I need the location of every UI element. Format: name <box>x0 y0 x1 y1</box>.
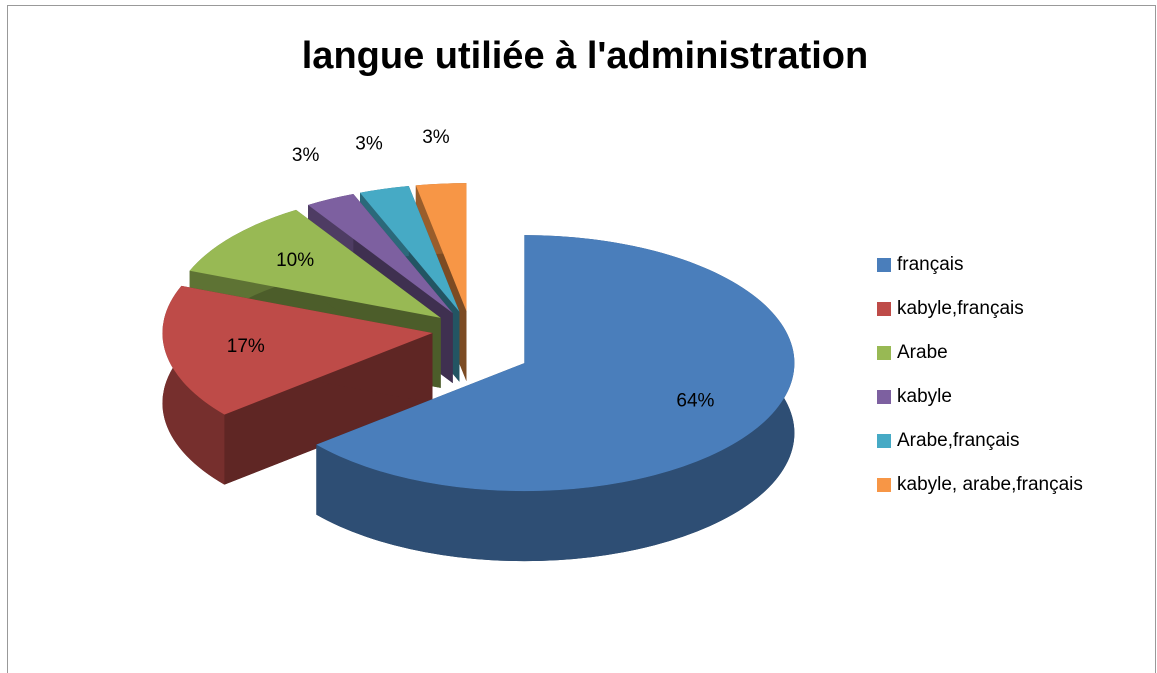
slice-top <box>415 183 467 312</box>
slice <box>162 285 433 485</box>
legend-swatch <box>877 478 891 492</box>
slice-top <box>316 235 795 492</box>
slice <box>316 235 795 562</box>
legend-swatch <box>877 258 891 272</box>
slice-top <box>360 186 460 312</box>
legend-swatch <box>877 434 891 448</box>
legend-swatch <box>877 390 891 404</box>
data-label: 3% <box>355 133 383 154</box>
slice-top <box>189 209 441 318</box>
data-label: 3% <box>292 145 320 166</box>
legend-label: français <box>897 254 964 275</box>
legend-label: Arabe <box>897 342 948 363</box>
legend-label: Arabe,français <box>897 430 1020 451</box>
chart-frame <box>7 5 1156 673</box>
legend-label: kabyle <box>897 386 952 407</box>
legend-swatch <box>877 346 891 360</box>
chart-title: langue utiliée à l'administration <box>302 35 868 77</box>
data-label: 10% <box>276 250 314 271</box>
slice-top <box>308 194 453 314</box>
data-label: 3% <box>422 127 450 148</box>
data-label: 64% <box>676 390 714 411</box>
legend-label: kabyle, arabe,français <box>897 474 1083 495</box>
legend-swatch <box>877 302 891 316</box>
data-label: 17% <box>227 336 265 357</box>
slice-top <box>162 285 433 415</box>
legend-label: kabyle,français <box>897 298 1024 319</box>
